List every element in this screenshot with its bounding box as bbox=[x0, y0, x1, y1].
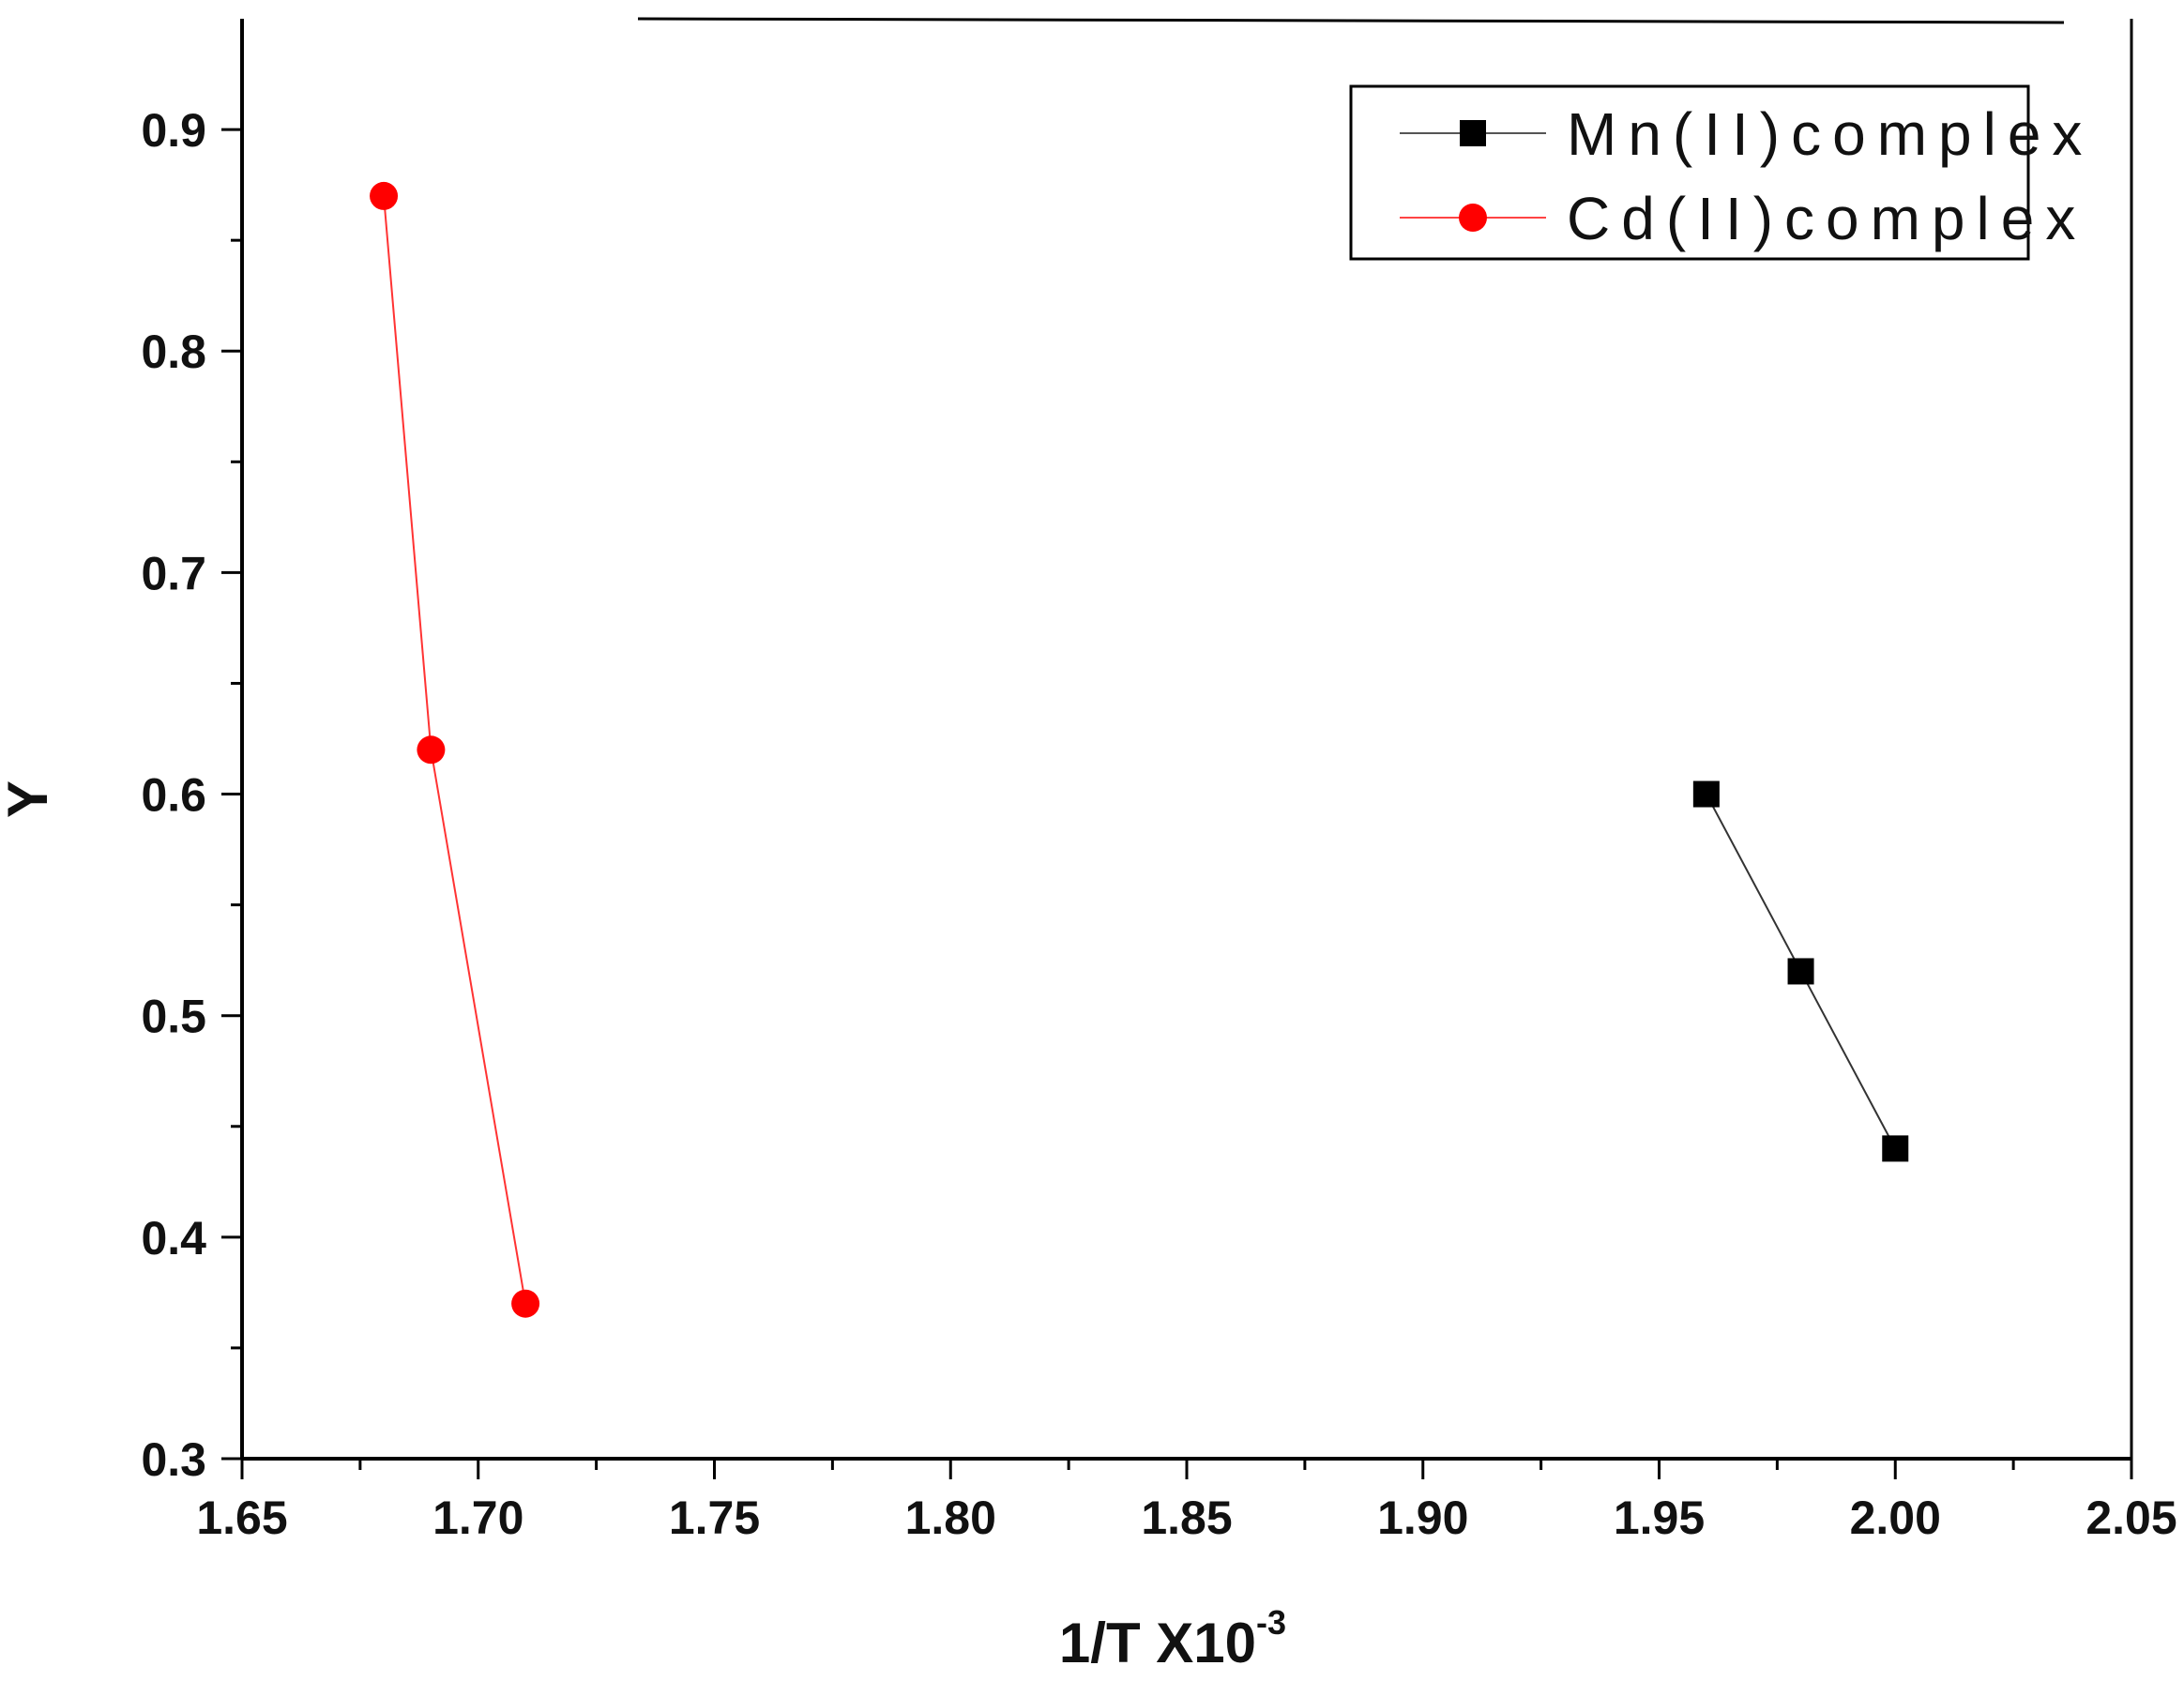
x-tick-label: 2.05 bbox=[2085, 1492, 2176, 1544]
legend-label-cd: Cd(II)complex bbox=[1567, 185, 2086, 252]
x-axis: 1.65 1.70 1.75 1.80 1.85 1.90 1.95 2.00 2.05 bbox=[196, 1459, 2177, 1544]
x-tick-label: 1.65 bbox=[196, 1492, 287, 1544]
x-tick-label: 1.90 bbox=[1377, 1492, 1468, 1544]
y-tick-label: 0.6 bbox=[141, 769, 206, 822]
x-axis-title-exponent: -3 bbox=[1256, 1603, 1286, 1642]
legend-entry-mn: Mn(II)complex bbox=[1400, 100, 2093, 168]
x-tick-label: 1.95 bbox=[1614, 1492, 1705, 1544]
x-tick-label: 1.80 bbox=[905, 1492, 996, 1544]
y-tick-label: 0.9 bbox=[141, 104, 206, 157]
data-point-circle bbox=[511, 1289, 540, 1318]
data-point-circle bbox=[370, 181, 399, 210]
legend-entry-cd: Cd(II)complex bbox=[1400, 185, 2086, 252]
data-point-square bbox=[1882, 1135, 1909, 1162]
y-tick-label: 0.5 bbox=[141, 991, 206, 1043]
top-frame-line bbox=[637, 17, 2065, 24]
data-point-square bbox=[1787, 958, 1814, 985]
x-tick-label: 1.70 bbox=[432, 1492, 523, 1544]
y-tick-label: 0.7 bbox=[141, 547, 206, 599]
legend: Mn(II)complex Cd(II)complex bbox=[1349, 84, 2093, 261]
x-axis-title-text: 1/T X10 bbox=[1059, 1612, 1256, 1674]
y-axis-title: Y bbox=[0, 780, 59, 818]
y-tick-label: 0.4 bbox=[141, 1212, 206, 1265]
series-layer bbox=[370, 181, 1909, 1318]
y-tick-label: 0.8 bbox=[141, 326, 206, 378]
y-axis: 0.3 0.4 0.5 0.6 0.7 0.8 0.9 bbox=[141, 104, 242, 1486]
x-axis-title: 1/T X10-3 bbox=[1059, 1603, 1286, 1674]
x-tick-label: 1.75 bbox=[669, 1492, 760, 1544]
x-tick-label: 1.85 bbox=[1141, 1492, 1232, 1544]
x-tick-label: 2.00 bbox=[1850, 1492, 1941, 1544]
data-point-square bbox=[1692, 780, 1720, 808]
legend-marker-square bbox=[1460, 120, 1486, 146]
y-tick-label: 0.3 bbox=[141, 1433, 206, 1486]
legend-label-mn: Mn(II)complex bbox=[1567, 100, 2093, 168]
legend-box bbox=[1349, 84, 2030, 261]
series-line-1 bbox=[383, 195, 527, 1304]
data-point-circle bbox=[417, 735, 446, 765]
legend-marker-circle bbox=[1459, 204, 1487, 232]
